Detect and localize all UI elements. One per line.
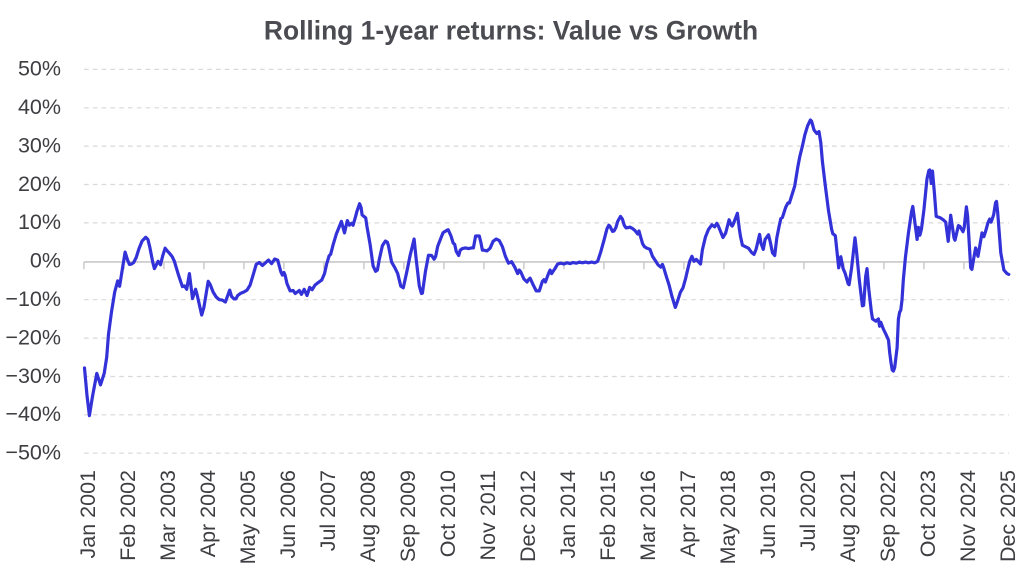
svg-text:Rolling 1‑year returns: Value: Rolling 1‑year returns: Value vs Growth — [264, 16, 758, 46]
svg-text:10%: 10% — [18, 210, 61, 234]
svg-text:Apr 2004: Apr 2004 — [196, 470, 220, 557]
svg-text:Dec 2025: Dec 2025 — [996, 470, 1020, 562]
svg-text:Jan 2014: Jan 2014 — [556, 470, 580, 559]
svg-text:Feb 2015: Feb 2015 — [596, 470, 620, 561]
svg-text:Sep 2009: Sep 2009 — [396, 470, 420, 562]
svg-text:Nov 2011: Nov 2011 — [476, 470, 500, 560]
svg-text:Mar 2016: Mar 2016 — [636, 470, 660, 561]
svg-text:Dec 2012: Dec 2012 — [516, 470, 540, 562]
svg-text:−40%: −40% — [5, 402, 61, 426]
svg-text:Sep 2022: Sep 2022 — [876, 470, 900, 562]
svg-text:Jul 2007: Jul 2007 — [316, 470, 340, 551]
svg-text:−10%: −10% — [5, 287, 61, 311]
svg-text:Nov 2024: Nov 2024 — [956, 470, 980, 562]
svg-text:30%: 30% — [18, 133, 61, 157]
svg-text:50%: 50% — [18, 57, 61, 81]
svg-text:−30%: −30% — [5, 364, 61, 388]
svg-text:−50%: −50% — [5, 441, 61, 465]
svg-text:Aug 2021: Aug 2021 — [836, 470, 860, 562]
svg-text:20%: 20% — [18, 172, 61, 196]
svg-text:−20%: −20% — [5, 325, 61, 349]
svg-text:May 2018: May 2018 — [716, 470, 740, 564]
svg-text:Mar 2003: Mar 2003 — [156, 470, 180, 561]
svg-text:Jun 2019: Jun 2019 — [756, 470, 780, 558]
svg-text:Aug 2008: Aug 2008 — [356, 470, 380, 562]
svg-text:Jan 2001: Jan 2001 — [76, 470, 100, 558]
svg-text:Jul 2020: Jul 2020 — [796, 470, 820, 551]
svg-text:Apr 2017: Apr 2017 — [676, 470, 700, 557]
svg-text:40%: 40% — [18, 95, 61, 119]
svg-text:Oct 2023: Oct 2023 — [916, 470, 940, 557]
svg-text:Jun 2006: Jun 2006 — [276, 470, 300, 559]
svg-text:Oct 2010: Oct 2010 — [436, 470, 460, 557]
svg-text:Feb 2002: Feb 2002 — [116, 470, 140, 561]
svg-text:May 2005: May 2005 — [236, 470, 260, 564]
svg-text:0%: 0% — [30, 249, 61, 273]
